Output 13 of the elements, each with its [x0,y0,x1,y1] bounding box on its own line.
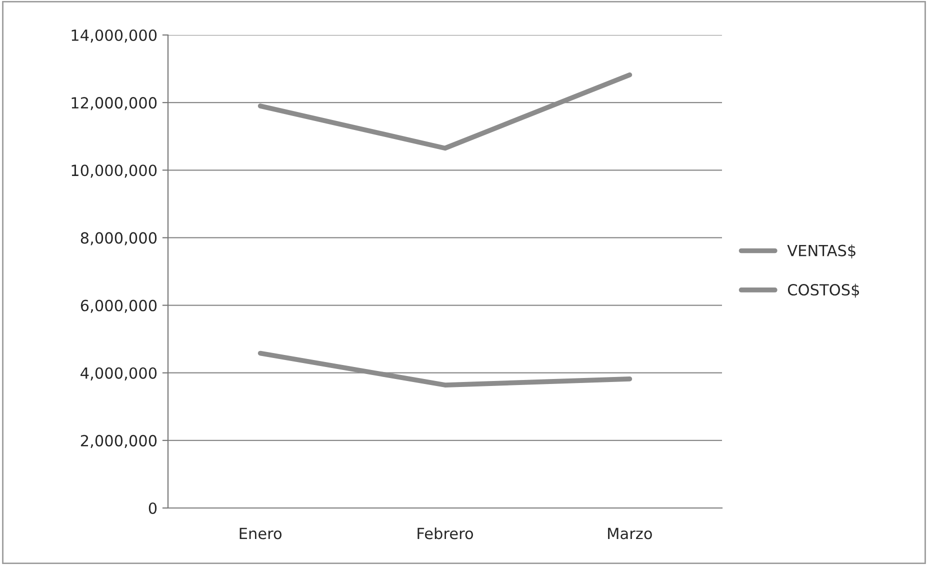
y-tick-label: 6,000,000 [80,300,157,313]
legend-label: VENTAS$ [787,244,856,258]
legend-label: COSTOS$ [788,284,860,298]
y-tick-label: 12,000,000 [72,97,157,110]
x-tick-label: Enero [240,528,282,540]
x-tick-label: Febrero [418,527,473,540]
y-tick-label: 2,000,000 [80,434,157,448]
y-tick-label: 10,000,000 [72,164,157,178]
y-tick-label: 4,000,000 [80,367,157,380]
y-tick-label: 8,000,000 [80,232,157,246]
x-tick-label: Marzo [608,528,652,540]
y-tick-label: 14,000,000 [72,29,157,43]
y-tick-label: 0 [148,502,157,514]
